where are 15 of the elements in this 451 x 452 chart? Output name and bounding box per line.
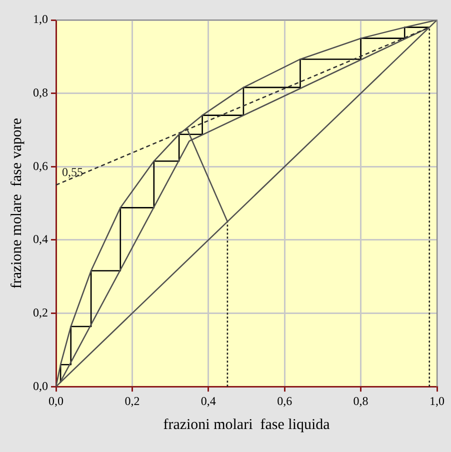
x-tick-label: 0,4: [200, 394, 216, 408]
y-axis-title: frazione molare fase vapore: [8, 118, 25, 289]
y-tick-label: 0,2: [33, 305, 48, 320]
x-tick-label: 1,0: [430, 394, 444, 408]
y-tick-label: 0,6: [33, 158, 48, 173]
y-tick-label: 0,0: [33, 378, 48, 393]
annotation: 0,55: [62, 165, 83, 180]
y-tick-label: 0,8: [33, 85, 48, 100]
y-tick-label: 0,4: [33, 232, 48, 246]
y-tick-label: 1,0: [33, 12, 48, 26]
x-tick-label: 0,8: [353, 394, 368, 408]
x-tick-label: 0,6: [277, 394, 292, 408]
x-tick-label: 0,0: [48, 394, 64, 408]
x-axis-title: frazioni molari fase liquida: [163, 416, 330, 433]
x-tick-label: 0,2: [124, 394, 140, 408]
